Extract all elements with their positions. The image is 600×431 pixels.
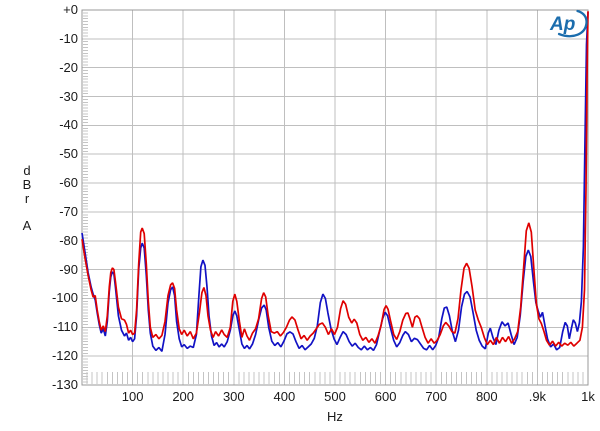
y-axis-unit-letter: A bbox=[22, 218, 32, 233]
x-axis-unit-label: Hz bbox=[327, 409, 343, 424]
grid-layer bbox=[82, 10, 588, 385]
y-tick-label: -120 bbox=[51, 348, 78, 364]
x-tick-label: 300 bbox=[222, 389, 245, 404]
y-tick-label: -110 bbox=[52, 319, 78, 335]
x-tick-label: 700 bbox=[425, 389, 448, 404]
y-tick-label: +0 bbox=[63, 2, 78, 17]
red-trace bbox=[81, 11, 589, 347]
ap-logo-swoosh bbox=[557, 9, 588, 38]
y-tick-label: -100 bbox=[51, 290, 78, 306]
y-tick-label: -80 bbox=[59, 232, 78, 248]
y-tick-label: -10 bbox=[59, 30, 78, 46]
y-axis-unit-letter: r bbox=[24, 191, 30, 206]
plot-border bbox=[81, 9, 589, 386]
x-tick-label: 600 bbox=[374, 389, 397, 404]
y-axis-unit-letter: B bbox=[22, 177, 32, 192]
x-tick-label: 200 bbox=[172, 389, 195, 404]
y-tick-label: -50 bbox=[59, 146, 78, 162]
blue-trace bbox=[81, 11, 589, 352]
y-tick-label: -90 bbox=[59, 261, 78, 277]
y-tick-label: -70 bbox=[59, 203, 78, 219]
y-tick-label: -40 bbox=[59, 117, 78, 133]
y-tick-label: -130 bbox=[51, 377, 78, 392]
y-tick-label: -20 bbox=[59, 59, 78, 75]
x-tick-label: 500 bbox=[324, 389, 346, 404]
y-axis-unit-letter: d bbox=[23, 163, 31, 178]
minor-ticks-layer bbox=[83, 12, 584, 384]
y-tick-label: -30 bbox=[59, 88, 78, 104]
x-tick-label: .9k bbox=[528, 389, 547, 404]
x-tick-label: 400 bbox=[273, 389, 296, 404]
x-tick-label: 800 bbox=[475, 389, 498, 404]
x-tick-label: 1k bbox=[581, 389, 595, 404]
y-tick-label: -60 bbox=[59, 175, 78, 191]
x-tick-label: 100 bbox=[121, 389, 144, 404]
ap-logo-text: Ap bbox=[549, 14, 575, 35]
ap-logo: Ap bbox=[549, 9, 588, 38]
